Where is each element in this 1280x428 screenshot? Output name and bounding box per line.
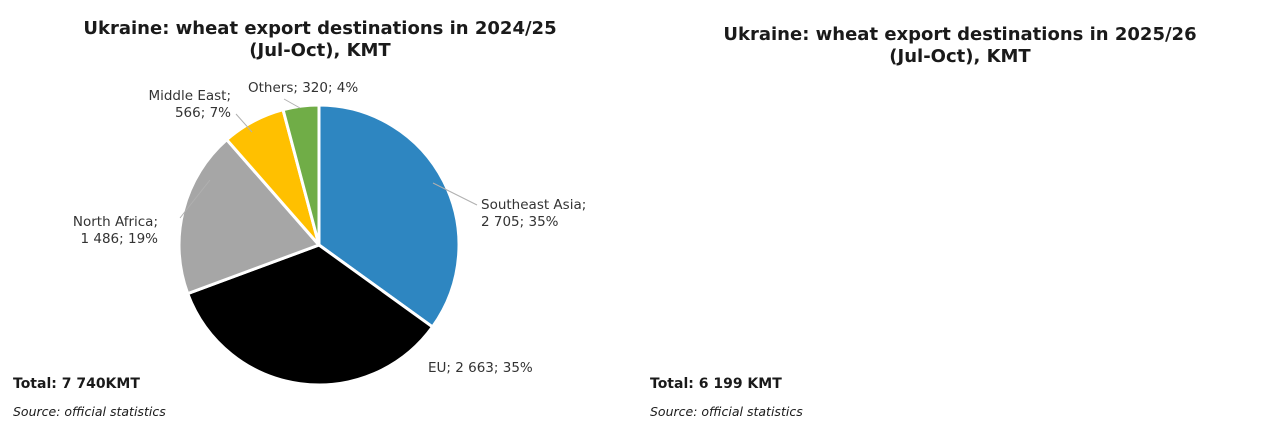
chart-title-line-2: (Jul-Oct), KMT <box>889 46 1031 67</box>
chart-panel-2025-26: Ukraine: wheat export destinations in 20… <box>640 0 1280 428</box>
leader-line <box>235 113 253 133</box>
data-label-eu: EU; 2 663; 35% <box>428 360 533 376</box>
chart-panel-2024-25: Ukraine: wheat export destinations in 20… <box>13 18 620 419</box>
chart-title: Ukraine: wheat export destinations in 20… <box>660 24 1260 68</box>
data-label-north-africa: North Africa; 1 486; 19% <box>73 214 158 247</box>
total-label: Total: 6 199 KMT <box>650 376 782 392</box>
data-label-others: Others; 320; 4% <box>248 80 358 96</box>
pie-slice-southeast-asia <box>317 103 461 329</box>
total-label: Total: 7 740KMT <box>13 376 140 392</box>
source-note: Source: official statistics <box>650 404 803 419</box>
pie-chart: North Africa;2 799; 45%Southeast Asia;1 … <box>640 0 1280 428</box>
pie-slice-north-africa <box>177 138 321 296</box>
data-label-southeast-asia: Southeast Asia; 2 705; 35% <box>481 197 586 230</box>
pie-slice-eu <box>186 243 435 387</box>
pie-chart: Southeast Asia; 2 705; 35% EU; 2 663; 35% N… <box>73 80 586 387</box>
chart-title-line-1: Ukraine: wheat export destinations in 20… <box>723 24 1197 45</box>
leader-line <box>432 182 478 206</box>
chart-title-line-2: (Jul-Oct), KMT <box>249 40 391 61</box>
leader-line <box>283 98 301 109</box>
data-label-middle-east: Middle East; 566; 7% <box>148 88 231 121</box>
pie-slice-others <box>281 103 321 247</box>
chart-title: Ukraine: wheat export destinations in 20… <box>20 18 620 62</box>
leader-line <box>179 179 211 219</box>
chart-title-line-1: Ukraine: wheat export destinations in 20… <box>83 18 557 39</box>
source-note: Source: official statistics <box>13 404 166 419</box>
